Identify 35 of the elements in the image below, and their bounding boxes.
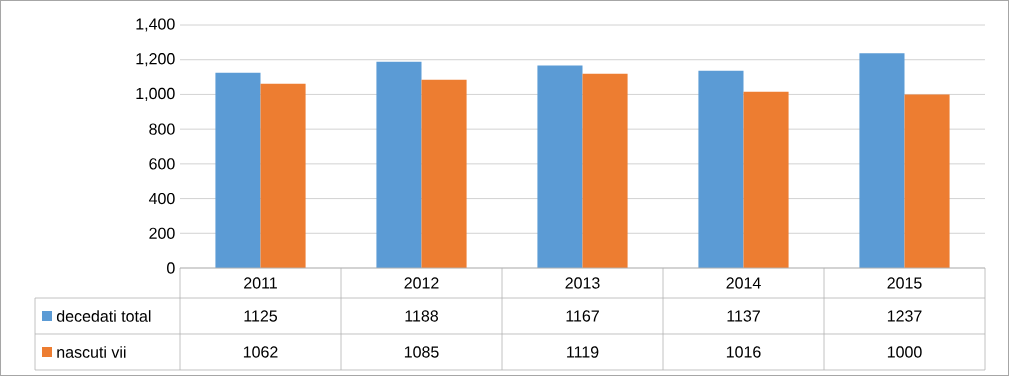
y-tick-label: 200 [149,227,175,239]
x-tick-label: 2011 [244,277,277,289]
bar [260,83,306,268]
legend-label: nascuti vii [57,346,126,358]
bar [537,65,583,268]
x-tick-label: 2013 [565,277,600,289]
y-tick-label: 800 [149,123,175,135]
data-label: 1119 [567,346,599,358]
y-tick-label: 400 [148,192,175,205]
data-label: 1188 [405,310,439,322]
bar [376,61,422,268]
bar [421,79,467,268]
data-label: 1085 [404,346,439,358]
bar [582,73,628,268]
x-tick-label: 2012 [404,277,439,289]
bar [215,72,261,268]
y-tick-label: 0 [167,262,175,274]
data-label: 1000 [887,346,922,358]
bar [698,70,744,268]
y-tick-label: 1,400 [136,18,175,32]
bar [859,53,905,268]
x-tick-label: 2015 [887,277,922,289]
bar [743,91,789,268]
y-tick-label: 1,000 [136,87,175,102]
y-tick-label: 1,200 [136,53,175,67]
data-label: 1137 [727,310,760,322]
bar [904,94,950,268]
data-label: 1016 [726,346,761,358]
x-tick-label: 2014 [726,277,761,289]
data-label: 1167 [566,310,599,322]
y-tick-label: 600 [149,158,175,170]
legend-label: decedati total [56,310,151,322]
data-label: 1237 [887,310,922,322]
data-label: 1062 [243,346,278,358]
data-label: 1125 [244,310,278,322]
